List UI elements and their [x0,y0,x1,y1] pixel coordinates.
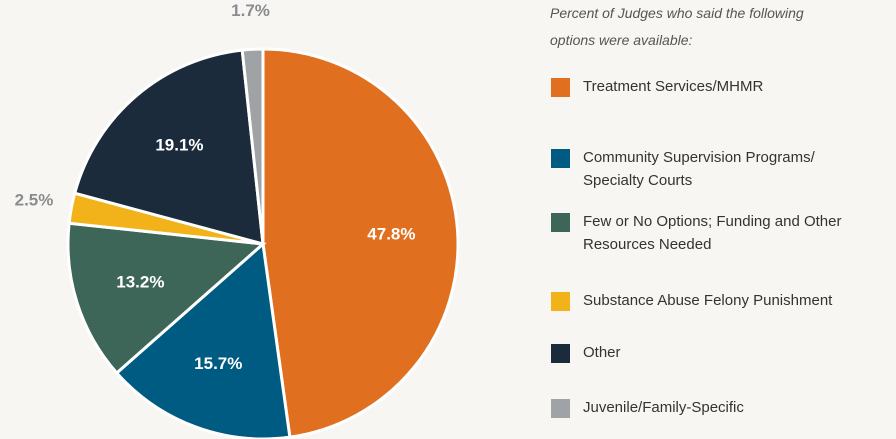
legend-label: Few or No Options; Funding and Other Res… [583,213,842,253]
value-label: 1.7% [231,1,270,20]
legend-label: Juvenile/Family-Specific [583,399,744,416]
value-label: 47.8% [367,225,415,244]
legend-label: Community Supervision Programs/ Specialt… [583,149,815,189]
legend-swatch [551,399,570,418]
legend-swatch [551,344,570,363]
legend-item: Community Supervision Programs/ Specialt… [551,148,868,192]
value-label: 15.7% [194,354,242,373]
legend-label: Substance Abuse Felony Punishment [583,292,833,309]
value-label: 2.5% [15,191,54,210]
pie-slice [66,221,267,376]
pie-slice [240,47,265,245]
legend-swatch [551,78,570,97]
value-label: 19.1% [155,136,203,155]
value-label: 13.2% [116,272,164,291]
legend-item: Treatment Services/MHMR [551,77,868,98]
subtitle: Percent of Judges who said the following… [550,5,804,48]
legend-item: Few or No Options; Funding and Other Res… [551,212,868,256]
legend-label: Treatment Services/MHMR [583,78,764,95]
legend-swatch [551,292,570,311]
legend-item: Other [551,343,868,364]
pie-slice [261,47,460,439]
legend-item: Substance Abuse Felony Punishment [551,291,868,312]
legend-swatch [551,149,570,168]
legend-swatch [551,213,570,232]
legend-label: Other [583,344,621,361]
legend-item: Juvenile/Family-Specific [551,398,868,419]
pie-slice [72,48,265,247]
